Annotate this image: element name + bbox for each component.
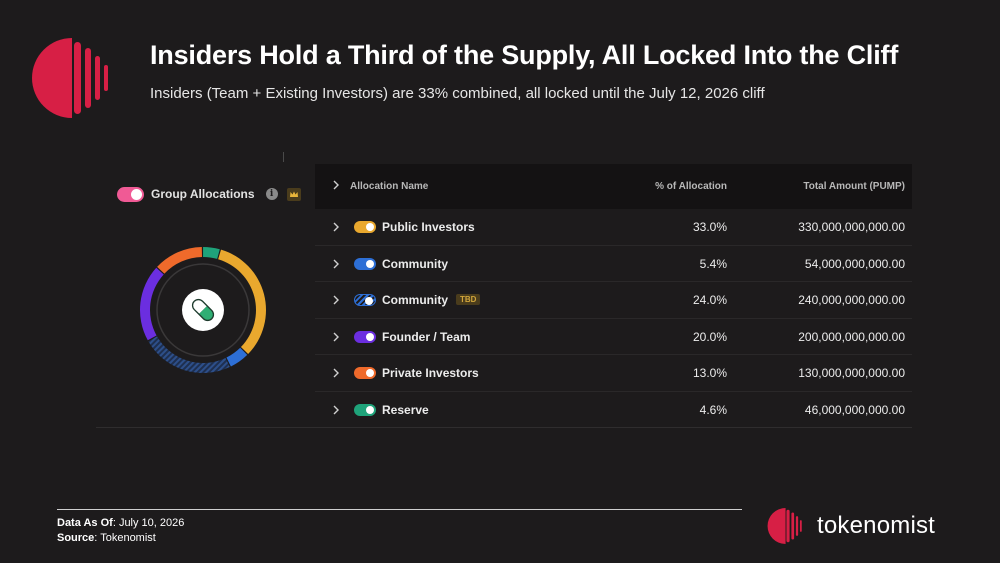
data-as-of: Data As Of: July 10, 2026 <box>57 516 184 531</box>
allocation-pct: 5.4% <box>699 256 727 271</box>
table-body: Public Investors 33.0% 330,000,000,000.00 C… <box>315 209 912 428</box>
donut-inner-ring <box>156 263 250 357</box>
table-row[interactable]: Public Investors 33.0% 330,000,000,000.00 <box>315 209 912 246</box>
allocation-name: Community <box>382 257 448 271</box>
allocation-name-text: Public Investors <box>382 220 475 234</box>
chevron-right-icon[interactable] <box>332 332 340 342</box>
chevron-right-icon[interactable] <box>332 222 340 232</box>
chevron-right-icon[interactable] <box>332 180 340 190</box>
allocation-name: Community TBD <box>382 293 481 307</box>
donut-segment <box>140 267 164 341</box>
allocation-table: Allocation Name % of Allocation Total Am… <box>315 164 912 428</box>
table-row[interactable]: Private Investors 13.0% 130,000,000,000.00 <box>315 355 912 392</box>
donut-segment <box>226 347 248 367</box>
allocation-name: Public Investors <box>382 220 475 234</box>
table-row[interactable]: Reserve 4.6% 46,000,000,000.00 <box>315 392 912 429</box>
allocation-name-text: Private Investors <box>382 366 479 380</box>
color-toggle-icon[interactable] <box>354 257 376 270</box>
color-toggle-icon[interactable] <box>354 367 376 379</box>
divider-tick <box>283 152 284 162</box>
column-header-pct[interactable]: % of Allocation <box>655 181 727 192</box>
allocation-name: Founder / Team <box>382 330 470 344</box>
table-header: Allocation Name % of Allocation Total Am… <box>315 164 912 209</box>
chevron-right-icon[interactable] <box>332 368 340 378</box>
allocation-donut-chart <box>140 247 266 373</box>
allocation-amount: 240,000,000,000.00 <box>798 293 905 307</box>
group-allocations-label: Group Allocations <box>151 187 255 201</box>
data-as-of-value: : July 10, 2026 <box>112 517 185 529</box>
donut-segment <box>157 247 202 274</box>
footer-info: Data As Of: July 10, 2026 Source: Tokeno… <box>57 516 184 546</box>
donut-segment <box>148 336 230 373</box>
table-row[interactable]: Community TBD 24.0% 240,000,000,000.00 <box>315 282 912 319</box>
source-label: Source <box>57 532 95 544</box>
tokenomist-logo-icon <box>32 38 108 118</box>
panel-bottom-divider <box>96 427 912 428</box>
allocation-amount: 330,000,000,000.00 <box>798 220 905 234</box>
column-header-name[interactable]: Allocation Name <box>350 181 429 192</box>
page-subtitle: Insiders (Team + Existing Investors) are… <box>150 85 765 102</box>
allocation-amount: 46,000,000,000.00 <box>804 402 905 417</box>
info-icon[interactable]: i <box>265 188 278 200</box>
color-toggle-icon[interactable] <box>354 330 376 343</box>
group-allocations-control: Group Allocations i <box>117 185 301 203</box>
chevron-right-icon[interactable] <box>332 259 340 269</box>
crown-icon <box>286 187 301 201</box>
source-value: : Tokenomist <box>94 532 156 544</box>
allocation-name-text: Reserve <box>382 402 429 417</box>
donut-segment <box>203 247 220 259</box>
allocation-amount: 130,000,000,000.00 <box>798 366 905 380</box>
group-allocations-toggle[interactable] <box>117 186 144 202</box>
table-row[interactable]: Founder / Team 20.0% 200,000,000,000.00 <box>315 319 912 355</box>
brand-lockup: tokenomist <box>767 508 935 544</box>
column-header-amount[interactable]: Total Amount (PUMP) <box>803 181 905 192</box>
allocation-pct: 33.0% <box>692 220 727 234</box>
tbd-badge: TBD <box>456 294 481 305</box>
allocation-name-text: Community <box>382 293 448 307</box>
color-toggle-icon[interactable] <box>354 221 376 233</box>
allocation-pct: 4.6% <box>699 402 727 417</box>
table-row[interactable]: Community 5.4% 54,000,000,000.00 <box>315 246 912 282</box>
color-toggle-icon[interactable] <box>354 294 376 306</box>
allocation-amount: 200,000,000,000.00 <box>798 329 905 344</box>
allocation-name: Private Investors <box>382 366 479 380</box>
color-toggle-icon[interactable] <box>354 403 376 416</box>
allocation-name-text: Founder / Team <box>382 329 471 344</box>
allocation-pct: 13.0% <box>692 366 727 380</box>
pill-icon <box>182 289 224 331</box>
allocation-pct: 24.0% <box>692 293 727 307</box>
donut-segment <box>218 249 266 354</box>
allocation-pct: 20.0% <box>692 329 727 344</box>
data-as-of-label: Data As Of <box>57 517 113 529</box>
allocation-name: Reserve <box>382 403 429 417</box>
allocation-name-text: Community <box>382 256 448 271</box>
page-title: Insiders Hold a Third of the Supply, All… <box>150 40 899 70</box>
chevron-right-icon[interactable] <box>332 405 340 415</box>
allocation-amount: 54,000,000,000.00 <box>804 256 905 271</box>
chevron-right-icon[interactable] <box>332 295 340 305</box>
footer-divider <box>57 509 742 510</box>
tokenomist-brand-icon <box>767 508 802 544</box>
brand-name: tokenomist <box>817 512 936 539</box>
source: Source: Tokenomist <box>57 531 184 546</box>
